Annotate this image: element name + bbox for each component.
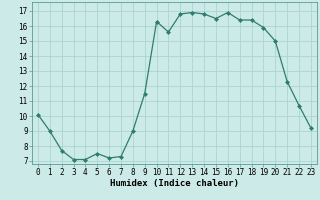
- X-axis label: Humidex (Indice chaleur): Humidex (Indice chaleur): [110, 179, 239, 188]
